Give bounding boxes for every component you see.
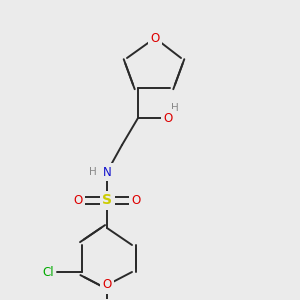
Text: O: O <box>164 112 172 124</box>
Text: Cl: Cl <box>42 266 54 278</box>
Text: O: O <box>74 194 82 206</box>
Text: N: N <box>103 166 111 178</box>
Text: O: O <box>102 278 112 292</box>
Text: H: H <box>89 167 97 177</box>
Text: H: H <box>171 103 179 113</box>
Text: O: O <box>131 194 141 206</box>
Text: S: S <box>102 193 112 207</box>
Text: O: O <box>150 32 160 44</box>
